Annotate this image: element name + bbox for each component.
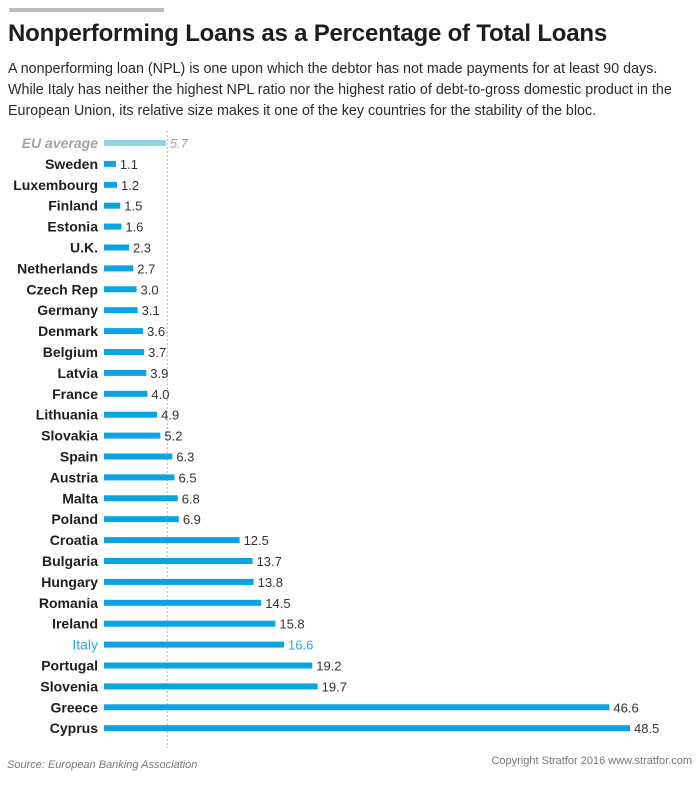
value-label-ireland: 15.8 xyxy=(279,617,304,632)
value-label-italy: 16.6 xyxy=(288,638,313,653)
value-label-slovakia: 5.2 xyxy=(164,429,182,444)
value-label-finland: 1.5 xyxy=(124,199,142,214)
category-label-netherlands: Netherlands xyxy=(17,260,98,276)
category-label-spain: Spain xyxy=(60,449,98,465)
category-label-portugal: Portugal xyxy=(41,658,98,674)
category-label-germany: Germany xyxy=(37,302,98,318)
bar-germany xyxy=(104,307,138,314)
bar-spain xyxy=(104,453,173,460)
value-label-slovenia: 19.7 xyxy=(322,679,347,694)
value-label-netherlands: 2.7 xyxy=(137,261,155,276)
bar-greece xyxy=(104,704,610,711)
category-label-lithuania: Lithuania xyxy=(36,407,98,423)
category-label-croatia: Croatia xyxy=(50,532,98,548)
bar-bulgaria xyxy=(104,558,253,564)
bar-poland xyxy=(104,516,179,523)
value-label-malta: 6.8 xyxy=(182,491,200,506)
value-label-eu-average: 5.7 xyxy=(170,136,189,151)
chart-title: Nonperforming Loans as a Percentage of T… xyxy=(8,20,607,47)
copyright-note: Copyright Stratfor 2016 www.stratfor.com xyxy=(491,755,692,767)
value-label-germany: 3.1 xyxy=(142,303,160,318)
value-label-spain: 6.3 xyxy=(176,450,194,465)
category-label-denmark: Denmark xyxy=(38,323,98,339)
value-label-portugal: 19.2 xyxy=(316,659,341,674)
value-label-croatia: 12.5 xyxy=(244,533,269,548)
category-label-hungary: Hungary xyxy=(41,574,98,590)
category-label-bulgaria: Bulgaria xyxy=(42,553,98,569)
category-label-cyprus: Cyprus xyxy=(50,720,98,736)
bar-finland xyxy=(104,202,121,209)
bar-malta xyxy=(104,495,178,502)
value-label-hungary: 13.8 xyxy=(258,575,283,590)
bar-italy xyxy=(104,641,285,648)
value-label-greece: 46.6 xyxy=(613,700,638,715)
bar-czech-rep xyxy=(104,286,137,293)
bar-portugal xyxy=(104,662,313,669)
bar-slovenia xyxy=(104,683,318,690)
category-label-malta: Malta xyxy=(62,490,98,506)
value-label-france: 4.0 xyxy=(151,387,169,402)
value-label-bulgaria: 13.7 xyxy=(257,554,282,569)
bar-hungary xyxy=(104,578,254,585)
category-label-poland: Poland xyxy=(51,511,98,527)
category-label-estonia: Estonia xyxy=(47,219,98,235)
value-label-austria: 6.5 xyxy=(178,470,196,485)
value-label-poland: 6.9 xyxy=(183,512,201,527)
value-label-latvia: 3.9 xyxy=(150,366,168,381)
value-label-denmark: 3.6 xyxy=(147,324,165,339)
top-rule xyxy=(9,8,164,12)
category-label-latvia: Latvia xyxy=(58,365,99,381)
value-label-cyprus: 48.5 xyxy=(634,721,659,736)
value-label-luxembourg: 1.2 xyxy=(121,178,139,193)
value-label-belgium: 3.7 xyxy=(148,345,166,360)
category-label-u-k: U.K. xyxy=(70,240,98,256)
bar-romania xyxy=(104,599,262,606)
bar-austria xyxy=(104,474,175,481)
bar-cyprus xyxy=(104,725,630,732)
category-label-greece: Greece xyxy=(51,699,99,715)
bar-sweden xyxy=(104,160,116,167)
category-label-slovenia: Slovenia xyxy=(40,678,98,694)
category-label-czech-rep: Czech Rep xyxy=(26,281,98,297)
bar-chart: EU average 5.7 Sweden 1.1 Luxembourg 1.2 Finla… xyxy=(13,131,659,748)
bar-u-k xyxy=(104,244,129,251)
category-label-romania: Romania xyxy=(39,595,98,611)
bar-croatia xyxy=(104,537,240,544)
source-note: Source: European Banking Association xyxy=(7,759,198,771)
category-label-france: France xyxy=(52,386,98,402)
category-label-austria: Austria xyxy=(50,469,98,485)
value-label-lithuania: 4.9 xyxy=(161,408,179,423)
bar-denmark xyxy=(104,328,144,335)
category-label-eu-average: EU average xyxy=(22,135,98,151)
value-label-u-k: 2.3 xyxy=(133,241,151,256)
bar-belgium xyxy=(104,349,145,355)
bar-estonia xyxy=(104,223,122,230)
value-label-sweden: 1.1 xyxy=(120,157,138,172)
category-label-luxembourg: Luxembourg xyxy=(13,177,98,193)
value-label-romania: 14.5 xyxy=(265,596,290,611)
category-label-italy: Italy xyxy=(72,637,98,653)
category-label-belgium: Belgium xyxy=(43,344,98,360)
value-label-czech-rep: 3.0 xyxy=(141,282,159,297)
bar-eu-average xyxy=(104,140,166,146)
bar-latvia xyxy=(104,369,147,376)
value-label-estonia: 1.6 xyxy=(125,220,143,235)
category-label-slovakia: Slovakia xyxy=(41,428,98,444)
category-label-finland: Finland xyxy=(48,198,98,214)
bar-luxembourg xyxy=(104,181,118,188)
bar-france xyxy=(104,390,148,397)
bar-netherlands xyxy=(104,265,134,272)
category-label-sweden: Sweden xyxy=(45,156,98,172)
chart-subtitle: A nonperforming loan (NPL) is one upon w… xyxy=(8,61,672,119)
bar-lithuania xyxy=(104,411,158,418)
category-label-ireland: Ireland xyxy=(52,616,98,632)
bar-slovakia xyxy=(104,432,161,439)
bar-ireland xyxy=(104,620,276,627)
